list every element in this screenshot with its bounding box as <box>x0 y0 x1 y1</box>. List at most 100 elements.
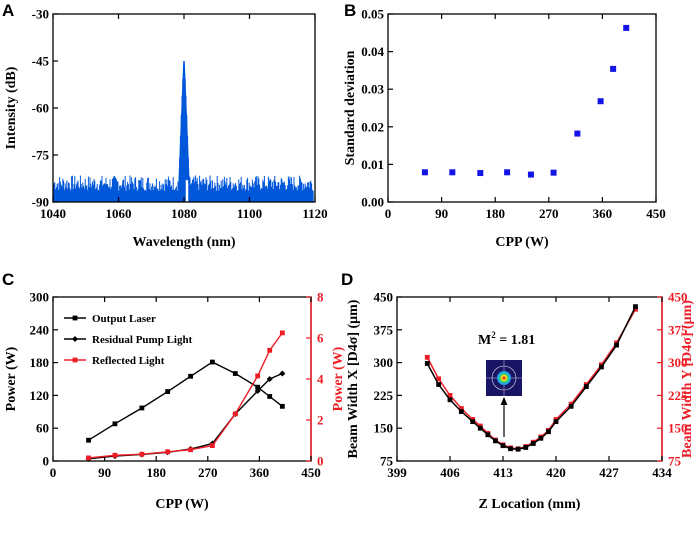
panel-c-xtick-label: 90 <box>98 465 111 480</box>
panel-c-point <box>279 403 285 409</box>
panel-d-ylabel: Beam Width X [D4σ] (μm) <box>346 299 361 458</box>
panel-d-point <box>583 384 589 390</box>
panel-d-point <box>530 441 536 446</box>
panel-d-point <box>515 446 521 452</box>
panel-d-point <box>470 419 476 425</box>
panel-b-xtick-label: 270 <box>539 206 559 221</box>
panel-d-point <box>568 403 574 409</box>
panel-a-xlabel: Wavelength (nm) <box>132 235 235 250</box>
panel-a-spectrum-plot: 1040 1060 1080 1100 1120 -30 -45 -60 -75 -90 Wavel… <box>4 7 328 251</box>
panel-c-ytick-label: 180 <box>30 355 50 370</box>
panel-c-point <box>139 451 145 457</box>
panel-b-xtick-label: 450 <box>646 206 666 221</box>
panel-d-xtick-label: 406 <box>440 465 460 480</box>
panel-c-legend-label: Residual Pump Light <box>92 334 193 346</box>
panel-d-xtick-label: 420 <box>546 465 566 480</box>
panel-d-point <box>485 432 491 438</box>
panel-b-xlabel: CPP (W) <box>495 235 549 250</box>
panel-c-point <box>266 376 273 382</box>
spectrum-fill <box>53 65 314 202</box>
panel-c-series-line <box>88 361 283 441</box>
panel-c-xtick-label: 180 <box>146 465 166 480</box>
panel-c-point <box>112 421 118 427</box>
panel-d-xlabel: Z Location (mm) <box>479 497 581 512</box>
m-squared-annotation: M2 = 1.81 <box>478 330 535 348</box>
panel-c-point <box>188 373 193 379</box>
panel-c-ytick-label-right: 2 <box>317 413 324 428</box>
panel-d-ytick-label-right: 225 <box>668 388 688 403</box>
panel-d-point <box>424 361 430 366</box>
panel-d-point <box>508 446 513 452</box>
panel-d-ytick-label: 225 <box>374 388 394 403</box>
panel-d-point <box>447 397 453 403</box>
panel-d-ytick-label: 75 <box>380 454 394 469</box>
panel-c-ytick-label-right: 8 <box>317 290 324 305</box>
panel-a-ytick-label: -60 <box>32 101 49 116</box>
panel-c-point <box>209 359 215 365</box>
panel-d-point <box>500 443 506 449</box>
panel-b-point <box>574 130 581 137</box>
panel-a-ytick-label: -75 <box>32 148 50 163</box>
panel-c-point <box>209 443 215 449</box>
panel-c-legend-marker <box>72 357 78 363</box>
panel-b-ytick-label: 0.03 <box>361 82 384 97</box>
panel-c-point <box>165 449 171 455</box>
panel-b-point <box>449 169 456 176</box>
panel-c-point <box>279 370 286 377</box>
panel-c-point <box>267 347 273 353</box>
panel-c-ylabel: Power (W) <box>4 346 19 411</box>
panel-c-series-line <box>88 332 283 459</box>
panel-c-ytick-label: 120 <box>30 388 50 403</box>
panel-c-point <box>279 330 285 336</box>
panel-a-xtick-label: 1100 <box>237 206 262 221</box>
panel-c-series-line <box>88 372 283 460</box>
panel-b-point <box>421 169 428 176</box>
panel-d-ytick-label: 450 <box>374 290 394 305</box>
panel-d-ytick-label: 150 <box>374 421 394 436</box>
panel-a-ytick-label: -45 <box>32 54 50 69</box>
panel-d-ytick-label-right: 450 <box>668 290 688 305</box>
panel-d-ylabel-right: Beam Width Y [D4σ] (μm) <box>680 300 695 458</box>
panel-d-point <box>436 376 442 382</box>
panel-d-series-line <box>426 306 637 450</box>
panel-c-point <box>267 394 273 399</box>
panel-d-xtick-label: 427 <box>599 465 619 480</box>
panel-d-point <box>458 409 464 414</box>
panel-a-xtick-label: 1060 <box>106 206 132 221</box>
panel-c-point <box>165 389 171 394</box>
panel-d-series-line <box>426 308 637 450</box>
beam-profile-core <box>502 376 506 380</box>
panel-d-point <box>424 354 430 360</box>
panel-c-ytick-label: 60 <box>36 421 49 436</box>
panel-c-point <box>232 371 238 376</box>
panel-c-xtick-label: 450 <box>301 465 321 480</box>
panel-a-ytick-label: -30 <box>32 7 49 22</box>
panel-b-xtick-label: 0 <box>385 206 392 221</box>
panel-d-point <box>633 304 638 310</box>
panel-c-xtick-label: 270 <box>198 465 218 480</box>
panel-b-ytick-label: 0.01 <box>361 157 384 172</box>
panel-c-legend-label: Output Laser <box>92 313 156 325</box>
panel-d-point <box>546 429 551 435</box>
panel-c-point <box>255 373 261 379</box>
panel-b-point <box>504 169 511 176</box>
panel-d-point <box>553 419 559 425</box>
panel-label-c: C <box>2 270 14 289</box>
panel-d-xtick-label: 434 <box>652 465 672 480</box>
annotation-arrow-head <box>500 397 508 405</box>
panel-d-ytick-label: 375 <box>374 322 394 337</box>
panel-b-xtick-label: 360 <box>593 206 613 221</box>
panel-b-point <box>623 24 630 31</box>
panel-d-point <box>614 342 619 348</box>
panel-label-b: B <box>344 1 356 20</box>
panel-d-point <box>538 435 544 441</box>
panel-b-xtick-label: 180 <box>485 206 505 221</box>
panel-d-point <box>633 306 638 312</box>
panel-b-std-scatter: 0 90 180 270 360 450 0.00 0.01 0.02 0.03 0.04 0.05 C… <box>343 7 666 251</box>
panel-c-point <box>112 452 118 458</box>
panel-d-point <box>477 425 483 431</box>
panel-c-ytick-label: 300 <box>30 290 50 305</box>
panel-d-point <box>436 382 442 387</box>
panel-c-ytick-label-right: 6 <box>317 331 324 346</box>
panel-c-ytick-label: 240 <box>30 322 50 337</box>
